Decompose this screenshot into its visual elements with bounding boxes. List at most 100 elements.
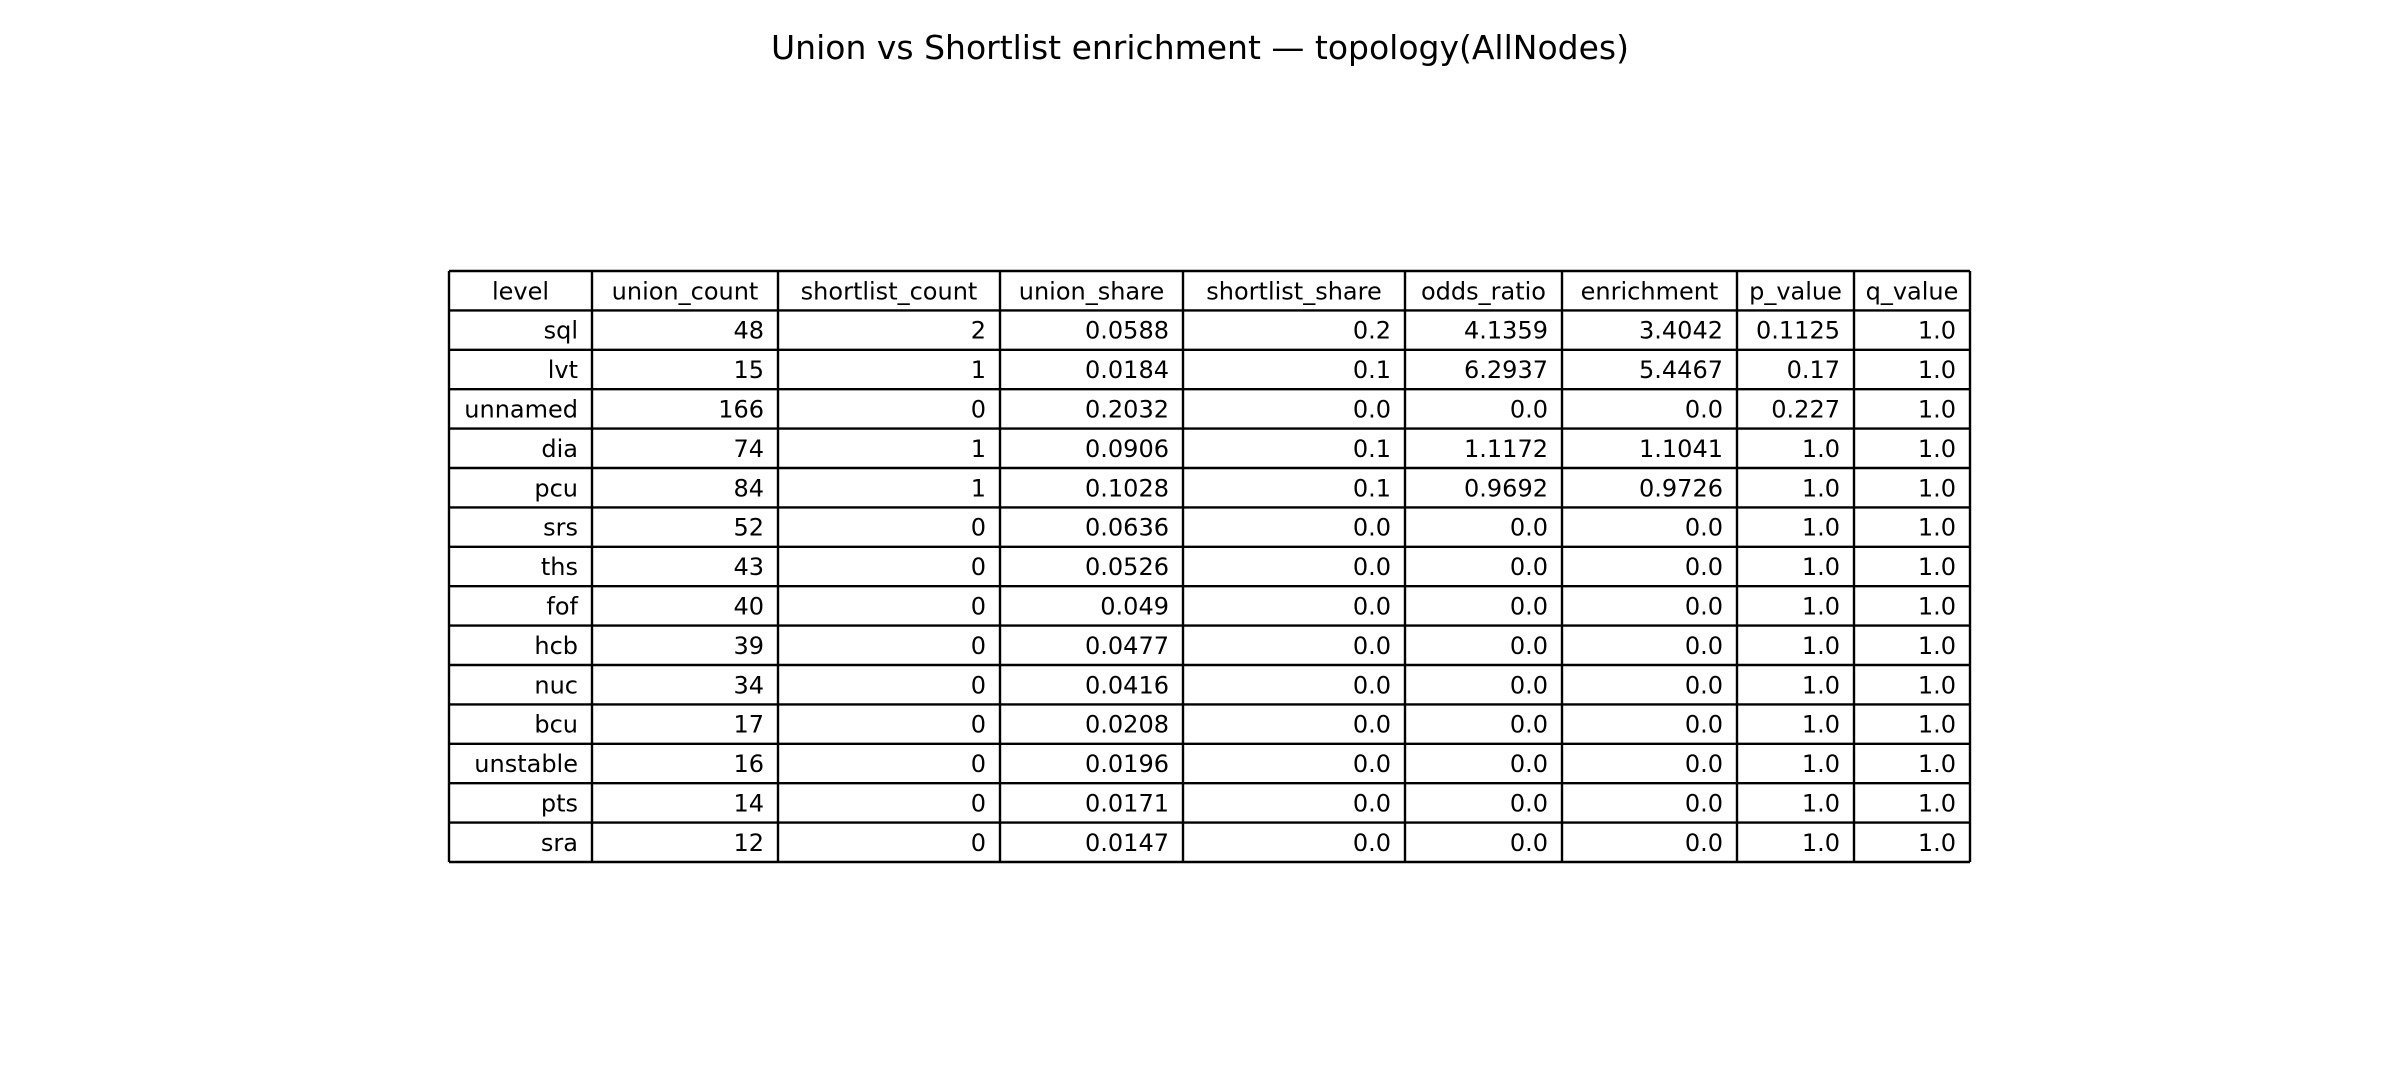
table-cell: 0.1 (1353, 435, 1391, 463)
table-cell: 0.0 (1353, 632, 1391, 660)
table-cell: 1.0 (1802, 553, 1840, 581)
table-background (449, 271, 1970, 862)
table-cell: 0.0 (1353, 553, 1391, 581)
table-cell: 1 (971, 474, 986, 502)
table-cell: 1.1041 (1639, 435, 1723, 463)
table-cell: 0 (971, 553, 986, 581)
table-cell: 40 (733, 593, 764, 621)
header-cell-shortlist-share: shortlist_share (1206, 277, 1381, 305)
table-cell: 0.1 (1353, 474, 1391, 502)
table-cell: 0.0 (1685, 632, 1723, 660)
table-cell: 0.9726 (1639, 474, 1723, 502)
table-cell: 1.0 (1802, 514, 1840, 542)
table-cell: 0.0 (1510, 553, 1548, 581)
table-cell: 0 (971, 593, 986, 621)
row-label-cell: fof (546, 593, 578, 621)
table-cell: 2 (971, 317, 986, 345)
table-cell: 0.0 (1510, 829, 1548, 857)
table-cell: 0.0171 (1085, 790, 1169, 818)
table-cell: 1.0 (1918, 553, 1956, 581)
table-cell: 0.0 (1685, 711, 1723, 739)
header-cell-union-share: union_share (1019, 277, 1165, 305)
table-cell: 0.0 (1685, 593, 1723, 621)
table-cell: 0.0 (1510, 750, 1548, 778)
table-cell: 0.0 (1353, 396, 1391, 424)
table-cell: 0.0 (1510, 396, 1548, 424)
header-cell-enrichment: enrichment (1581, 277, 1719, 305)
table-cell: 0.1028 (1085, 474, 1169, 502)
table-cell: 1.0 (1802, 474, 1840, 502)
header-cell-union-count: union_count (612, 277, 759, 305)
table-cell: 0.0 (1353, 750, 1391, 778)
table-cell: 0.0 (1685, 750, 1723, 778)
table-cell: 0.0 (1510, 593, 1548, 621)
table-cell: 84 (733, 474, 764, 502)
table-cell: 1.0 (1918, 474, 1956, 502)
table-cell: 0.0 (1353, 593, 1391, 621)
table-cell: 1 (971, 435, 986, 463)
figure-title: Union vs Shortlist enrichment — topology… (771, 28, 1629, 67)
table-cell: 1.0 (1918, 671, 1956, 699)
table-cell: 0.0 (1685, 553, 1723, 581)
table-cell: 0.0 (1353, 711, 1391, 739)
table-cell: 1.0 (1802, 435, 1840, 463)
table-cell: 0.0 (1353, 671, 1391, 699)
table-cell: 1.0 (1802, 593, 1840, 621)
table-cell: 166 (718, 396, 764, 424)
table-cell: 48 (733, 317, 764, 345)
table-cell: 34 (733, 671, 764, 699)
table-cell: 0 (971, 396, 986, 424)
table-cell: 0.0184 (1085, 356, 1169, 384)
table-cell: 0 (971, 790, 986, 818)
table-cell: 6.2937 (1464, 356, 1548, 384)
table-cell: 0.17 (1787, 356, 1840, 384)
table-cell: 0 (971, 671, 986, 699)
table-cell: 0.227 (1771, 396, 1840, 424)
table-cell: 0.0526 (1085, 553, 1169, 581)
table-cell: 1.1172 (1464, 435, 1548, 463)
table-cell: 0 (971, 632, 986, 660)
row-label-cell: dia (541, 435, 578, 463)
row-label-cell: srs (543, 514, 578, 542)
table-cell: 1.0 (1918, 790, 1956, 818)
table-cell: 0.0196 (1085, 750, 1169, 778)
table-cell: 0.0 (1353, 790, 1391, 818)
table-cell: 74 (733, 435, 764, 463)
table-cell: 15 (733, 356, 764, 384)
table-cell: 0 (971, 514, 986, 542)
table-cell: 0 (971, 750, 986, 778)
table-cell: 0.0 (1510, 790, 1548, 818)
header-cell-shortlist-count: shortlist_count (801, 277, 978, 305)
table-cell: 1.0 (1918, 514, 1956, 542)
table-cell: 0 (971, 829, 986, 857)
header-cell-odds-ratio: odds_ratio (1421, 277, 1546, 305)
row-label-cell: lvt (548, 356, 578, 384)
table-cell: 0.0147 (1085, 829, 1169, 857)
table-cell: 0.0 (1510, 514, 1548, 542)
table-cell: 1.0 (1802, 632, 1840, 660)
table-cell: 17 (733, 711, 764, 739)
table-cell: 0.0477 (1085, 632, 1169, 660)
row-label-cell: pcu (534, 474, 578, 502)
table-cell: 1 (971, 356, 986, 384)
table-cell: 0.0 (1685, 514, 1723, 542)
table-cell: 52 (733, 514, 764, 542)
table-cell: 39 (733, 632, 764, 660)
table-cell: 0.0 (1510, 632, 1548, 660)
table-cell: 1.0 (1918, 396, 1956, 424)
table-cell: 0 (971, 711, 986, 739)
header-cell-p-value: p_value (1749, 277, 1842, 305)
row-label-cell: bcu (534, 711, 578, 739)
table-cell: 0.0 (1510, 711, 1548, 739)
table-cell: 1.0 (1918, 711, 1956, 739)
table-cell: 0.0208 (1085, 711, 1169, 739)
table-cell: 0.0 (1685, 790, 1723, 818)
table-cell: 14 (733, 790, 764, 818)
table-cell: 1.0 (1918, 632, 1956, 660)
table-cell: 0.2032 (1085, 396, 1169, 424)
row-label-cell: nuc (534, 671, 578, 699)
row-label-cell: ths (541, 553, 578, 581)
table-cell: 0.1 (1353, 356, 1391, 384)
table-cell: 1.0 (1802, 790, 1840, 818)
table-cell: 0.9692 (1464, 474, 1548, 502)
